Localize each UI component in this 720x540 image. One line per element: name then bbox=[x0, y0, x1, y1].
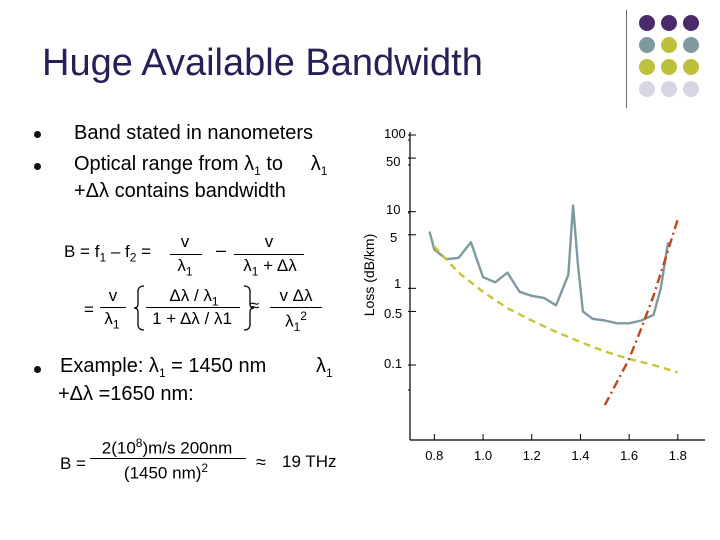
bullet-dot bbox=[34, 131, 41, 138]
decorative-dot bbox=[661, 37, 677, 53]
series-line-1 bbox=[428, 204, 670, 325]
right-brace-icon bbox=[243, 285, 255, 331]
x-tick-label: 1.0 bbox=[474, 448, 492, 463]
fraction-bar bbox=[234, 254, 304, 255]
y-tick-label: 50 bbox=[386, 154, 400, 169]
decorative-dot bbox=[639, 81, 655, 97]
fraction-bar bbox=[170, 254, 202, 255]
decorative-dot bbox=[683, 15, 699, 31]
x-tick-label: 1.2 bbox=[523, 448, 541, 463]
bullet-text-continued: +Δλ contains bandwidth bbox=[74, 180, 286, 202]
fraction-denominator: λ1 bbox=[104, 309, 120, 332]
fraction-numerator: Δλ / λ1 bbox=[169, 286, 219, 309]
result-value: 19 THz bbox=[282, 452, 337, 471]
decorative-dot bbox=[639, 59, 655, 75]
y-tick-label: 10 bbox=[386, 202, 400, 217]
slide-title: Huge Available Bandwidth bbox=[42, 42, 483, 84]
fraction-denominator: λ1 + Δλ bbox=[243, 256, 297, 279]
example-text: Example: λ1 = 1450 nm bbox=[60, 355, 267, 380]
decorative-dot-grid bbox=[629, 15, 719, 110]
x-tick-label: 1.6 bbox=[620, 448, 638, 463]
divider-line bbox=[626, 10, 627, 108]
y-tick-label: 100 bbox=[384, 126, 406, 141]
y-axis-label: Loss (dB/km) bbox=[361, 234, 377, 316]
minus-sign: – bbox=[216, 240, 227, 260]
fraction-bar bbox=[100, 307, 126, 308]
chart-ticks: 100 50 10 5 1 0.5 0.1 0.8 1.0 1.2 1.4 1.6 1.8 bbox=[384, 126, 687, 463]
series-line-3 bbox=[603, 218, 679, 406]
bullet-text: Band stated in nanometers bbox=[74, 122, 314, 144]
left-brace-icon bbox=[133, 285, 145, 331]
fraction-bar bbox=[90, 458, 246, 459]
fraction-denominator: λ12 bbox=[285, 309, 307, 335]
decorative-dot bbox=[683, 81, 699, 97]
y-tick-label: 0.5 bbox=[384, 306, 402, 321]
example-text-continued: +Δλ =1650 nm: bbox=[58, 383, 194, 405]
decorative-dot bbox=[661, 15, 677, 31]
decorative-dot bbox=[661, 59, 677, 75]
fraction-bar bbox=[270, 307, 322, 308]
equation-lhs: B = f1 – f2 = bbox=[64, 242, 152, 265]
decorative-dot bbox=[639, 15, 655, 31]
equals-sign: = bbox=[84, 300, 94, 319]
decorative-dot bbox=[639, 37, 655, 53]
fraction-numerator: v bbox=[264, 232, 274, 251]
result-lhs: B = bbox=[60, 454, 86, 473]
approx-sign: ≈ bbox=[256, 452, 266, 472]
fraction-numerator: v Δλ bbox=[279, 286, 313, 305]
series-line-2 bbox=[433, 245, 679, 374]
x-tick-label: 1.8 bbox=[669, 448, 687, 463]
fraction-numerator: v bbox=[180, 232, 190, 251]
bullet-dot bbox=[34, 163, 41, 170]
bullet-dot bbox=[34, 366, 41, 373]
x-tick-label: 0.8 bbox=[425, 448, 443, 463]
fraction-denominator: 1 + Δλ / λ1 bbox=[152, 309, 232, 328]
bullet-text: Optical range from λ1 to λ1 bbox=[74, 153, 328, 178]
fraction-numerator: 2(108)m/s 200nm bbox=[101, 436, 233, 458]
example-lambda: λ1 bbox=[316, 355, 333, 380]
decorative-dot bbox=[661, 81, 677, 97]
fraction-denominator: (1450 nm)2 bbox=[123, 461, 209, 483]
approx-sign: ≈ bbox=[250, 296, 260, 315]
y-tick-label: 5 bbox=[390, 230, 397, 245]
fraction-numerator: v bbox=[108, 286, 118, 305]
chart-series bbox=[428, 204, 679, 406]
y-tick-label: 0.1 bbox=[384, 356, 402, 371]
decorative-dot bbox=[683, 37, 699, 53]
fraction-bar bbox=[146, 307, 240, 308]
x-tick-label: 1.4 bbox=[571, 448, 589, 463]
y-tick-label: 1 bbox=[394, 276, 401, 291]
chart-axes: Loss (dB/km) bbox=[361, 132, 705, 441]
decorative-dot bbox=[683, 59, 699, 75]
fraction-denominator: λ1 bbox=[177, 256, 193, 279]
